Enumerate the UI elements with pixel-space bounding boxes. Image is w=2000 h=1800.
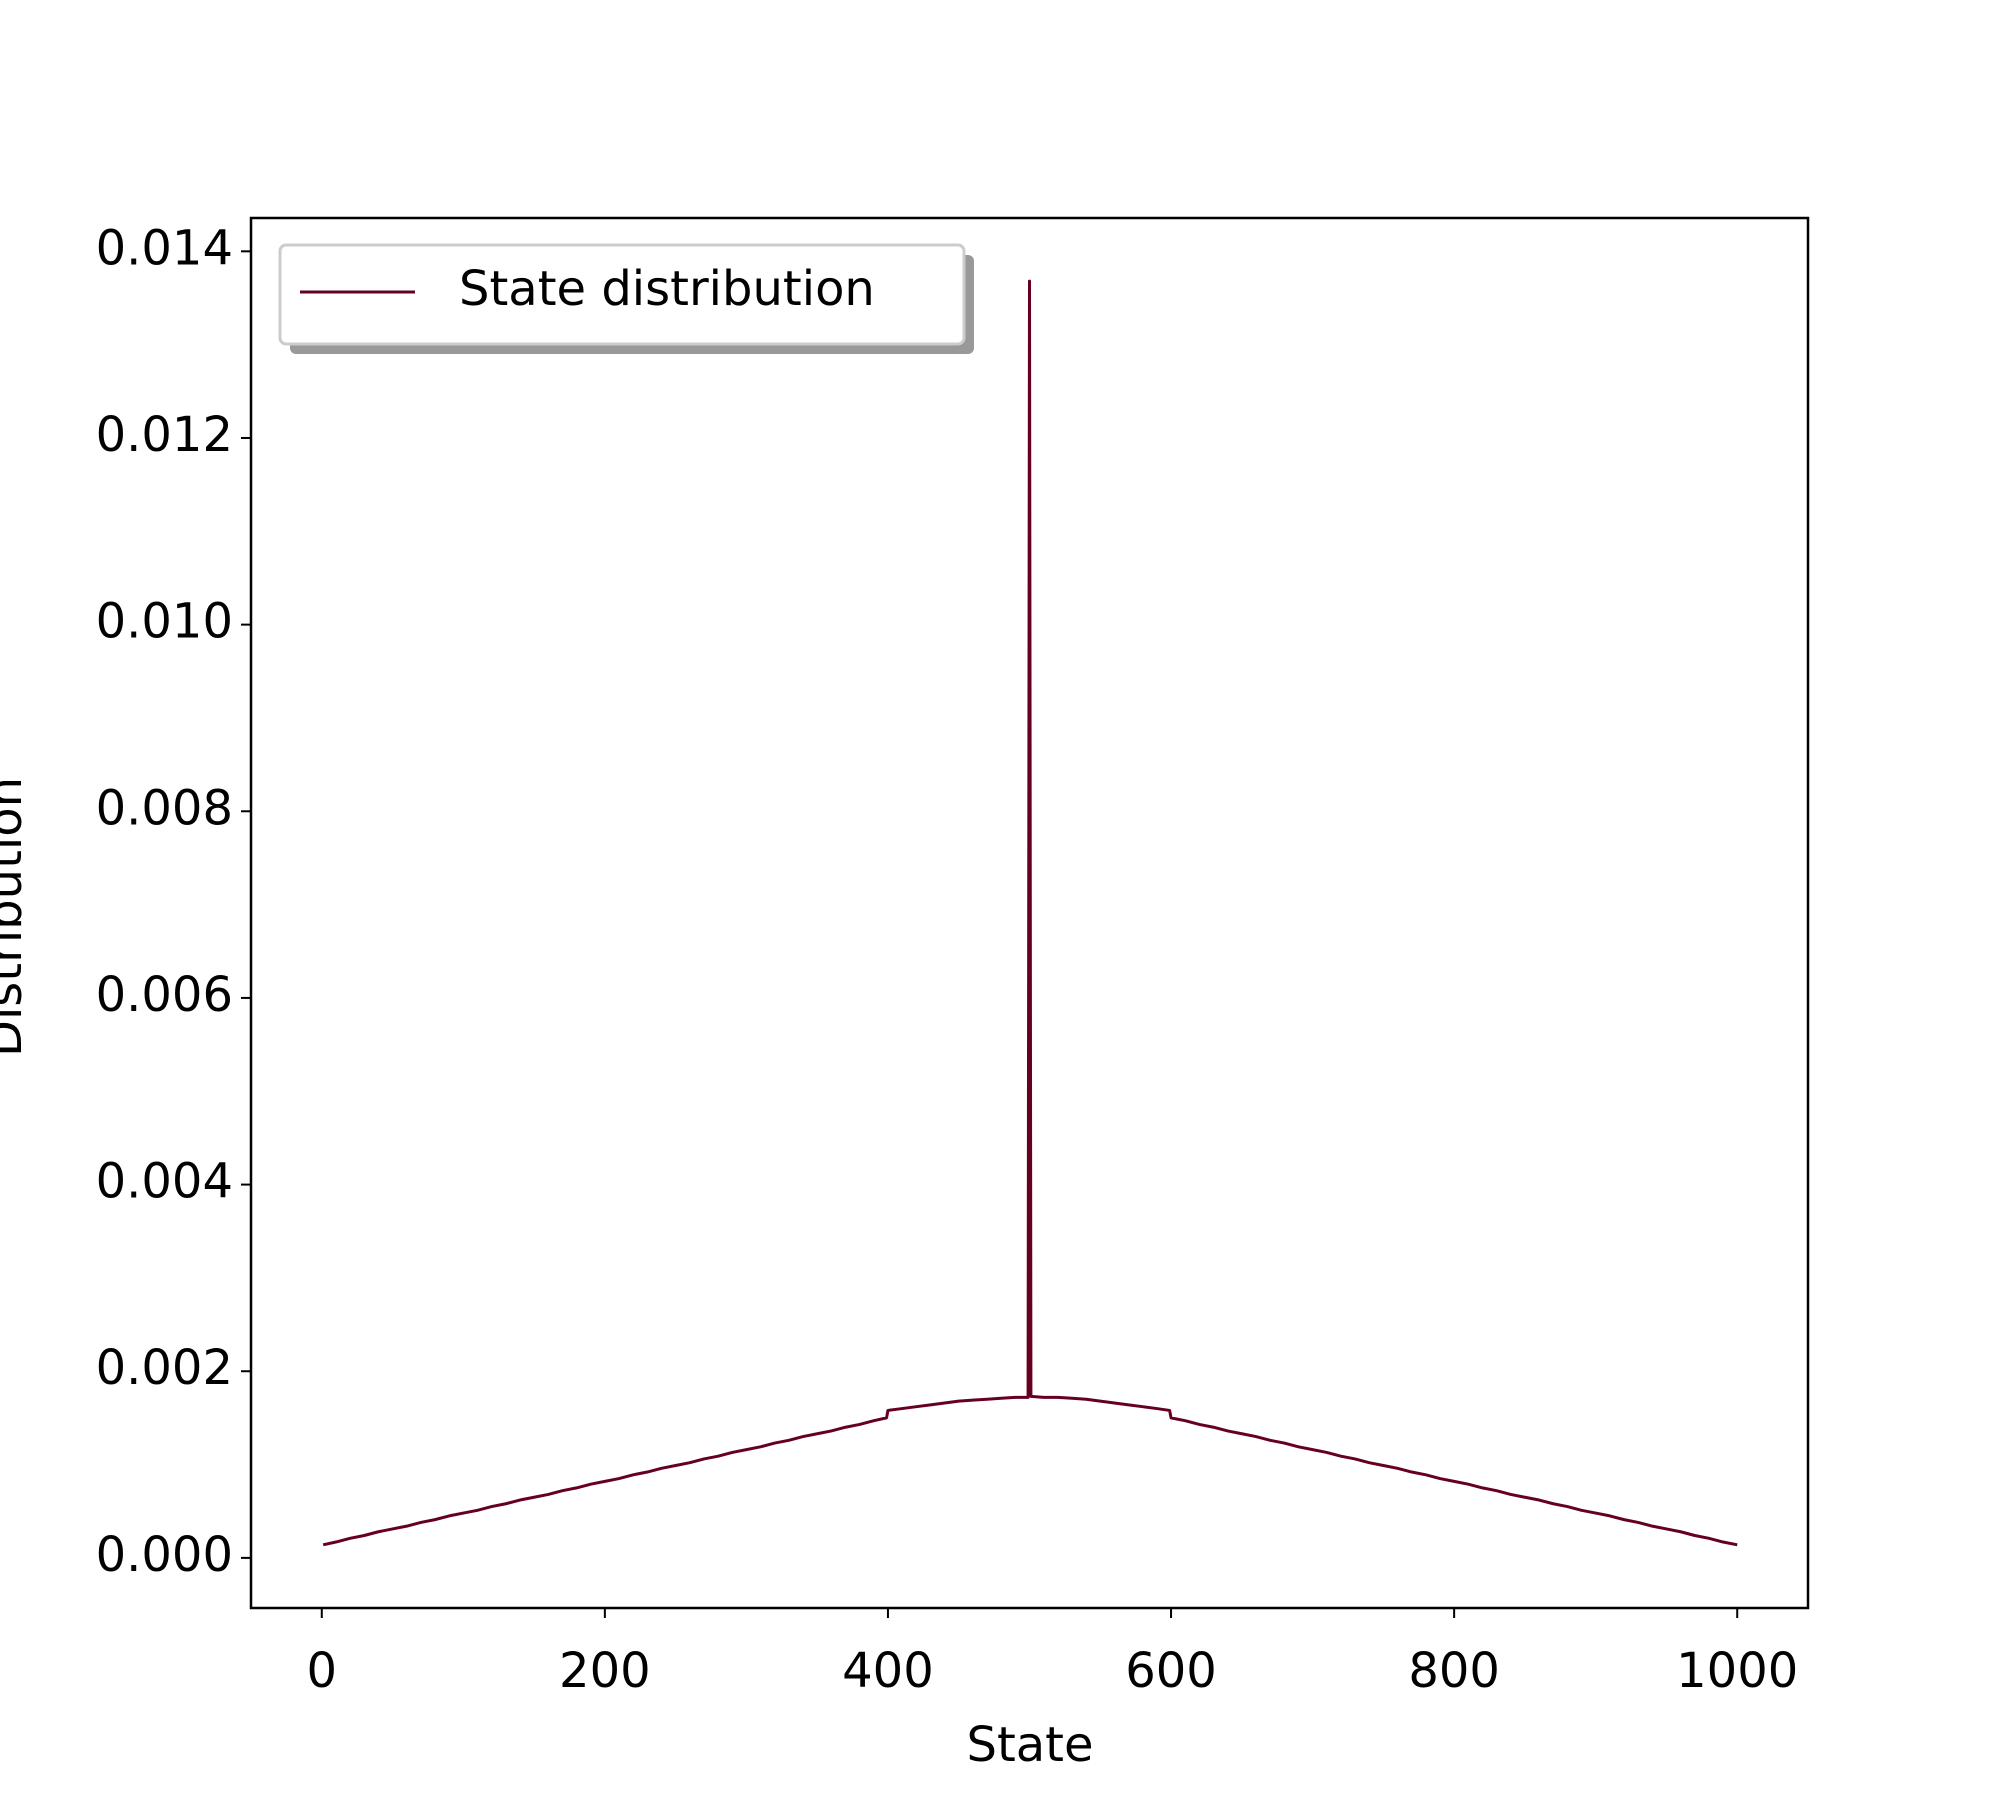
y-tick-label: 0.004 <box>96 1154 233 1210</box>
legend-box <box>278 243 966 346</box>
x-tick-label: 200 <box>559 1643 651 1699</box>
plot-frame <box>249 216 1810 1610</box>
y-tick-label: 0.006 <box>96 967 233 1023</box>
x-tick-label: 1000 <box>1676 1643 1798 1699</box>
x-tick-label: 600 <box>1125 1643 1217 1699</box>
x-axis-label: State <box>966 1717 1093 1773</box>
y-tick-label: 0.010 <box>96 594 233 650</box>
x-tick-label: 0 <box>306 1643 337 1699</box>
y-tick-label: 0.012 <box>96 407 233 463</box>
legend: State distribution <box>278 243 974 354</box>
x-tick-label: 400 <box>842 1643 934 1699</box>
legend-label: State distribution <box>459 261 875 317</box>
data-line <box>322 279 1738 1547</box>
y-tick-label: 0.000 <box>96 1527 233 1583</box>
y-tick-label: 0.008 <box>96 780 233 836</box>
x-tick-label: 800 <box>1408 1643 1500 1699</box>
y-tick-label: 0.002 <box>96 1340 233 1396</box>
y-tick-label: 0.014 <box>96 220 233 276</box>
y-axis-label: Distribution <box>0 777 33 1057</box>
